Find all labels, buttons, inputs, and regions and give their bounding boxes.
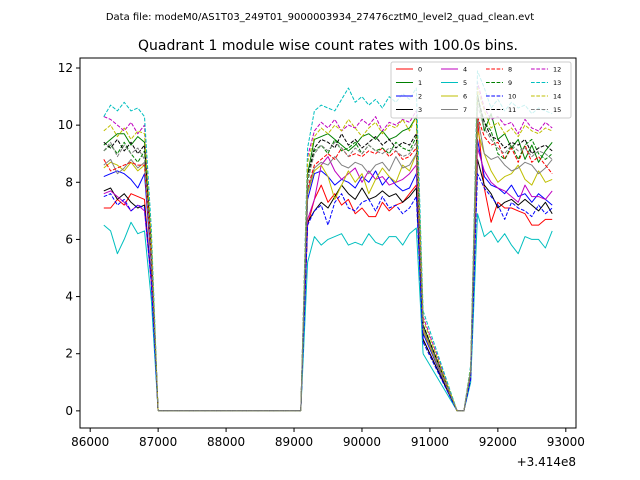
x-tick-label: 92000 xyxy=(479,435,517,449)
legend-label-11: 11 xyxy=(508,106,516,114)
legend-label-14: 14 xyxy=(553,92,561,100)
legend-label-2: 2 xyxy=(418,92,422,100)
x-tick-label: 91000 xyxy=(411,435,449,449)
axes-frame xyxy=(79,57,577,429)
legend-label-6: 6 xyxy=(463,92,467,100)
y-tick-label: 10 xyxy=(58,118,73,132)
y-tick-label: 0 xyxy=(65,404,73,418)
y-tick-label: 12 xyxy=(58,61,73,75)
legend-label-7: 7 xyxy=(463,106,467,114)
legend-label-9: 9 xyxy=(508,79,512,87)
y-axis: 0 2 4 6 8 10 12 xyxy=(58,61,80,418)
legend-label-1: 1 xyxy=(418,79,422,87)
legend-box xyxy=(390,61,572,119)
x-tick-label: 87000 xyxy=(139,435,177,449)
y-tick-label: 6 xyxy=(65,232,73,246)
x-axis: 86000 87000 88000 89000 90000 91000 92000 93000 xyxy=(71,428,585,449)
y-tick-label: 2 xyxy=(65,347,73,361)
legend-label-12: 12 xyxy=(553,65,561,73)
y-tick-label: 4 xyxy=(65,290,73,304)
x-tick-label: 86000 xyxy=(71,435,109,449)
x-tick-label: 89000 xyxy=(275,435,313,449)
x-tick-label: 93000 xyxy=(547,435,585,449)
plot-area xyxy=(103,70,553,412)
legend-label-3: 3 xyxy=(418,106,422,114)
chart-title: Quadrant 1 module wise count rates with … xyxy=(138,38,518,54)
x-tick-label: 90000 xyxy=(343,435,381,449)
legend-label-13: 13 xyxy=(553,79,561,87)
legend-label-4: 4 xyxy=(463,65,467,73)
suptitle: Data file: modeM0/AS1T03_249T01_90000039… xyxy=(106,12,534,23)
series-line-15 xyxy=(103,104,553,412)
legend-label-15: 15 xyxy=(553,106,561,114)
x-tick-label: 88000 xyxy=(207,435,245,449)
legend-label-0: 0 xyxy=(418,65,422,73)
legend-label-5: 5 xyxy=(463,79,467,87)
x-offset-label: +3.414e8 xyxy=(517,455,576,469)
legend-label-10: 10 xyxy=(508,92,516,100)
y-tick-label: 8 xyxy=(65,175,73,189)
legend-label-8: 8 xyxy=(508,65,512,73)
